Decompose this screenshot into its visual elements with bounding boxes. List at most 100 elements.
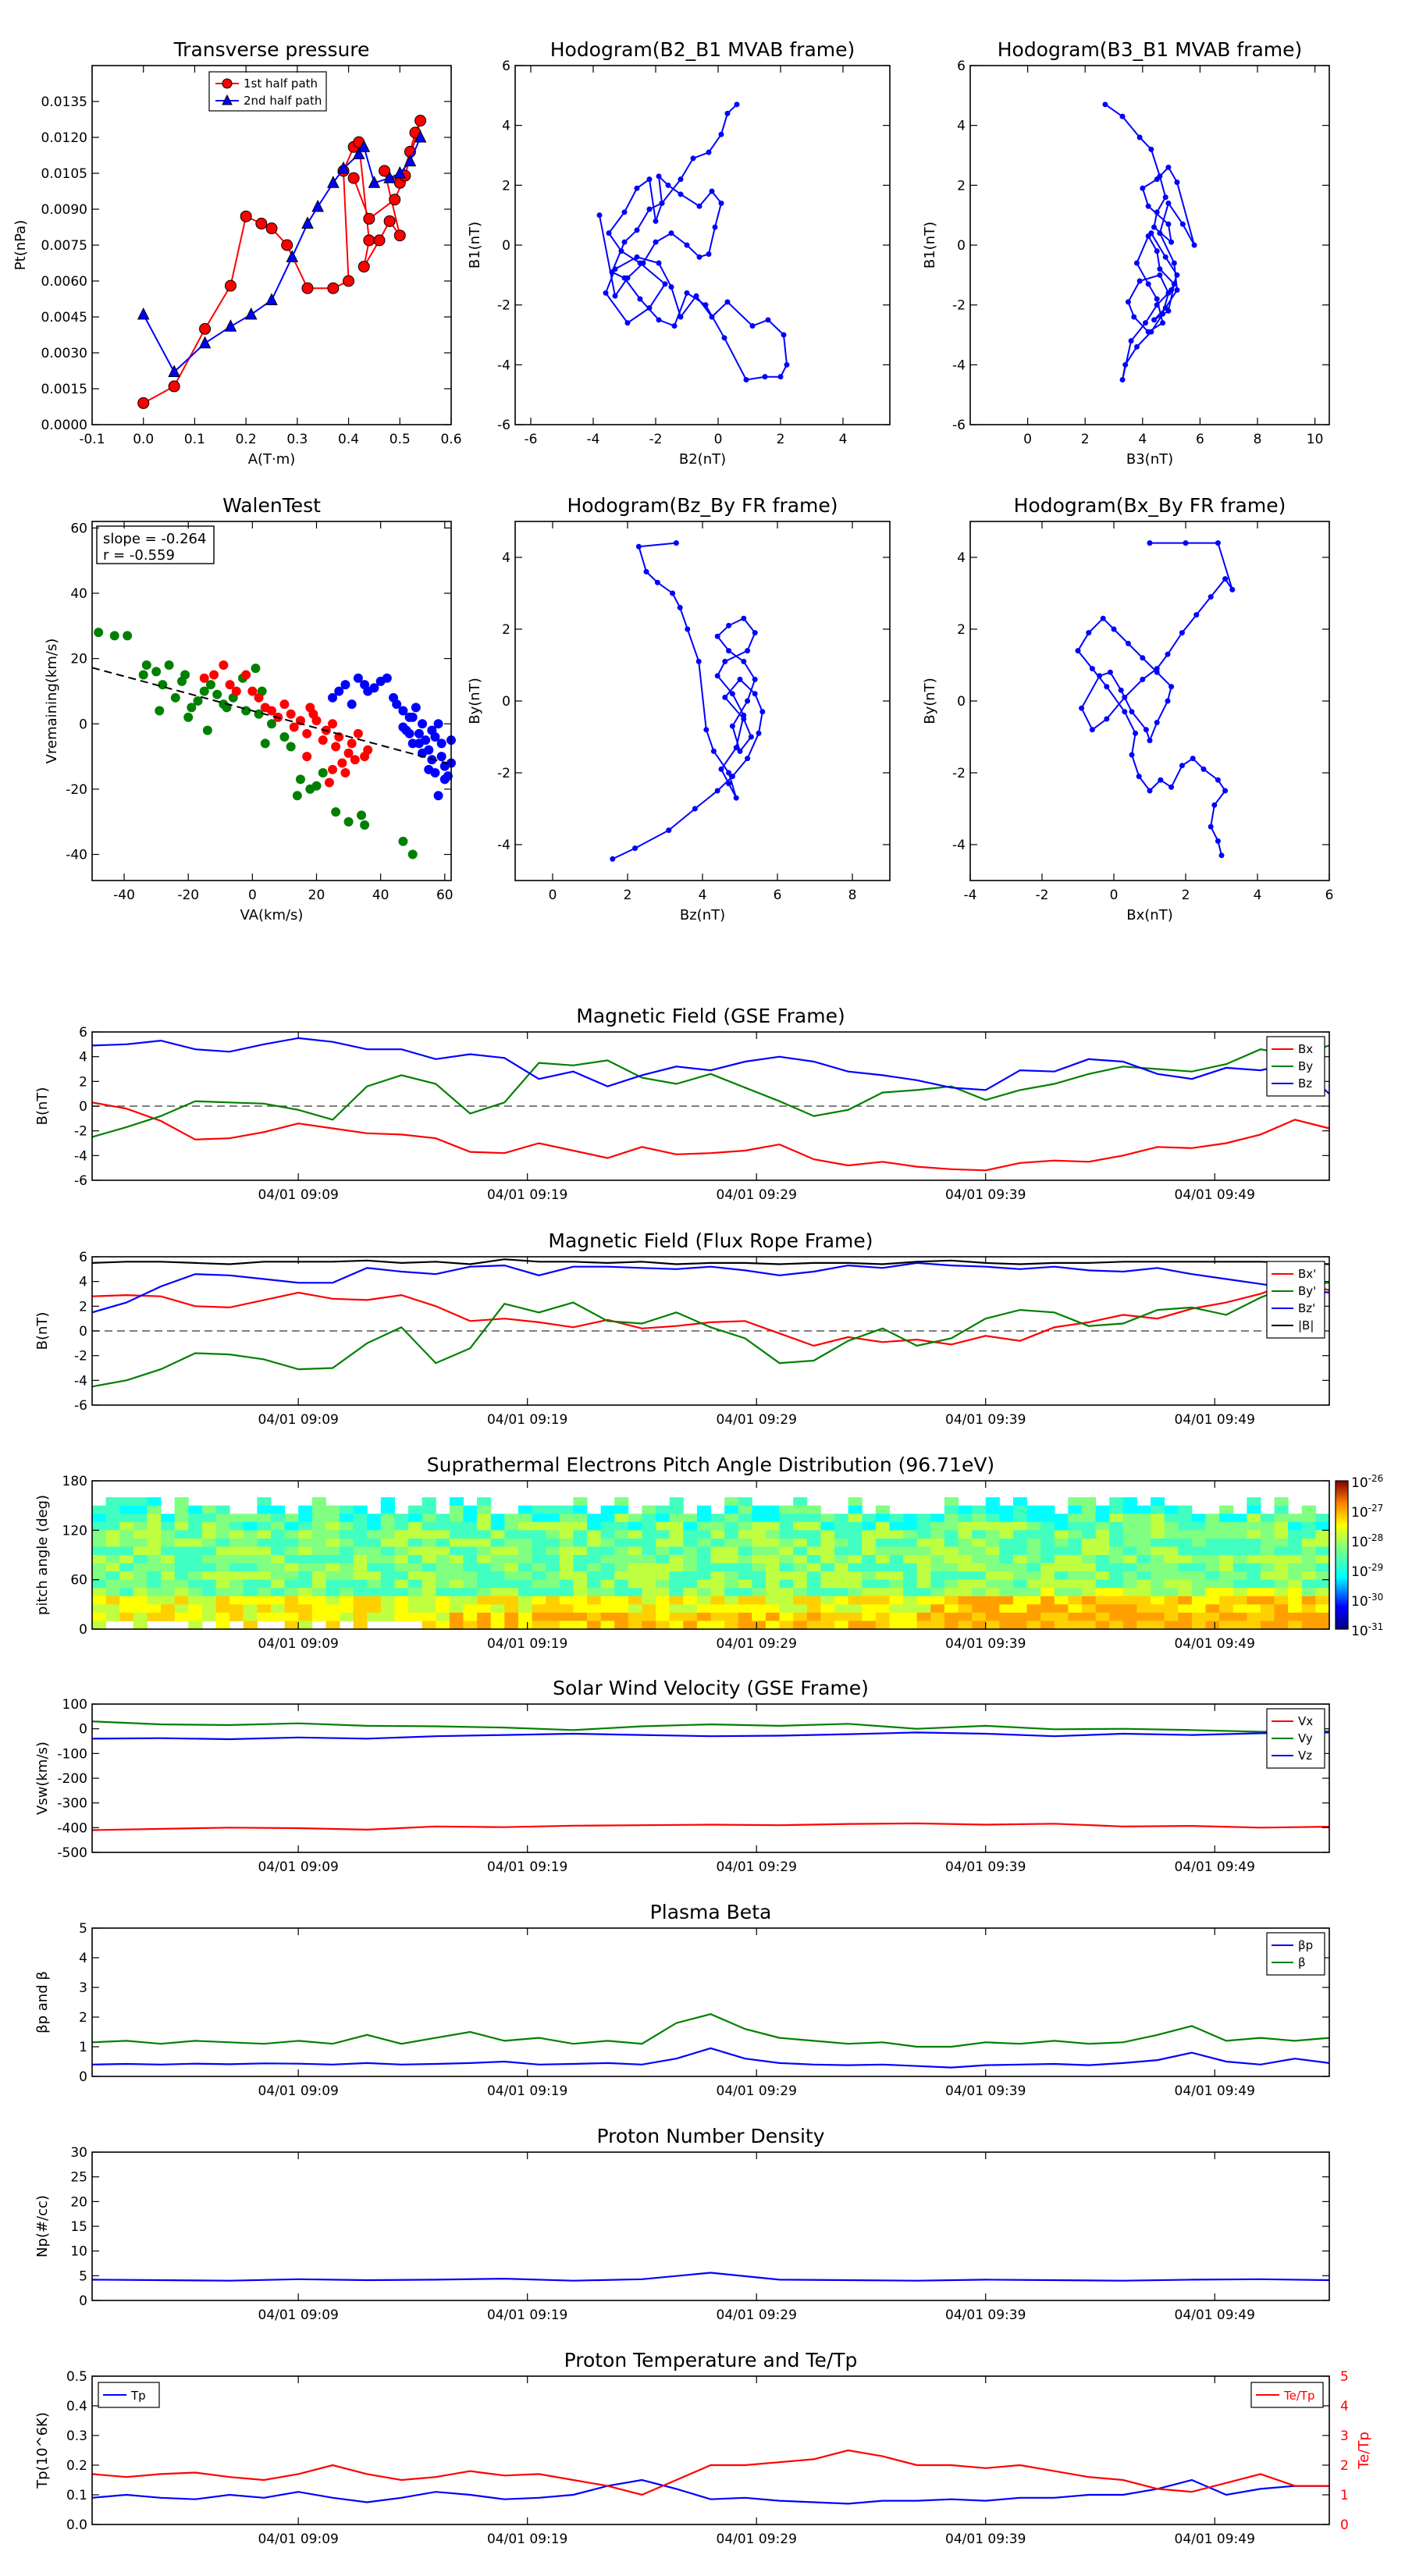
heatmap-cell <box>367 1604 382 1614</box>
heatmap-cell <box>92 1571 107 1581</box>
heatmap-cell <box>436 1546 450 1556</box>
heatmap-cell <box>133 1596 148 1605</box>
heatmap-cell <box>628 1538 642 1547</box>
heatmap-cell <box>696 1514 711 1523</box>
heatmap-cell <box>1232 1588 1247 1597</box>
heatmap-cell <box>656 1596 670 1605</box>
heatmap-cell <box>765 1596 781 1605</box>
heatmap-cell <box>1205 1546 1220 1556</box>
heatmap-cell <box>422 1546 436 1556</box>
heatmap-cell <box>270 1596 286 1605</box>
heatmap-cell <box>119 1505 134 1514</box>
heatmap-cell <box>765 1604 781 1614</box>
heatmap-cell <box>930 1588 945 1597</box>
heatmap-cell <box>738 1579 752 1589</box>
heatmap-cell <box>614 1555 629 1564</box>
y-tick-label: 0 <box>79 1324 87 1340</box>
y-tick-label: 6 <box>957 59 966 74</box>
legend-label: Vz <box>1298 1749 1312 1763</box>
heatmap-cell <box>916 1546 931 1556</box>
heatmap-cell <box>408 1521 423 1531</box>
time-tick-label: 04/01 09:09 <box>258 1636 338 1652</box>
heatmap-cell <box>119 1521 134 1531</box>
data-point <box>1157 230 1163 237</box>
heatmap-cell <box>284 1571 299 1581</box>
data-point <box>696 203 702 209</box>
heatmap-cell <box>834 1538 849 1547</box>
heatmap-cell <box>1054 1571 1069 1581</box>
heatmap-cell <box>174 1497 189 1507</box>
data-point <box>1215 540 1221 546</box>
scatter-point <box>109 631 119 641</box>
heatmap-cell <box>958 1555 973 1564</box>
heatmap-cell <box>1082 1521 1097 1531</box>
heatmap-cell <box>1315 1538 1330 1547</box>
heatmap-cell <box>1260 1604 1275 1614</box>
fit-line <box>91 667 452 765</box>
heatmap-cell <box>243 1596 258 1605</box>
heatmap-cell <box>504 1530 519 1539</box>
heatmap-cell <box>105 1521 120 1531</box>
heatmap-cell <box>958 1604 973 1614</box>
heatmap-cell <box>1109 1612 1124 1621</box>
heatmap-cell <box>820 1612 835 1621</box>
scatter-point <box>414 728 424 738</box>
heatmap-cell <box>834 1612 849 1621</box>
heatmap-cell <box>147 1521 162 1531</box>
scatter-point <box>311 781 322 791</box>
heatmap-cell <box>999 1612 1014 1621</box>
heatmap-cell <box>600 1530 615 1539</box>
heatmap-cell <box>105 1546 120 1556</box>
heatmap-cell <box>573 1514 588 1523</box>
heatmap-cell <box>958 1505 973 1514</box>
heatmap-cell <box>477 1521 492 1531</box>
heatmap-cell <box>559 1588 574 1597</box>
scatter-point <box>241 670 251 680</box>
heatmap-cell <box>105 1579 120 1589</box>
heatmap-cell <box>1178 1579 1193 1589</box>
heatmap-cell <box>779 1563 794 1572</box>
heatmap-cell <box>903 1530 918 1539</box>
heatmap-cell <box>793 1571 808 1581</box>
heatmap-cell <box>614 1579 629 1589</box>
heatmap-cell <box>1178 1505 1193 1514</box>
heatmap-cell <box>752 1514 767 1523</box>
heatmap-cell <box>696 1579 711 1589</box>
scatter-point <box>193 696 203 706</box>
heatmap-cell <box>972 1555 987 1564</box>
heatmap-cell <box>1191 1538 1206 1547</box>
heatmap-cell <box>793 1546 808 1556</box>
heatmap-cell <box>1288 1514 1303 1523</box>
heatmap-cell <box>477 1579 492 1589</box>
data-point <box>1119 113 1126 119</box>
scatter-point <box>328 719 338 729</box>
heatmap-cell <box>174 1571 189 1581</box>
heatmap-cell <box>1205 1571 1220 1581</box>
heatmap-cell <box>311 1514 326 1523</box>
heatmap-cell <box>92 1555 107 1564</box>
heatmap-cell <box>1315 1588 1330 1597</box>
y-tick-label: 0.0135 <box>41 94 87 110</box>
heatmap-cell <box>340 1588 354 1597</box>
heatmap-cell <box>806 1555 821 1564</box>
heatmap-cell <box>1301 1571 1316 1581</box>
heatmap-cell <box>174 1588 189 1597</box>
annotation-r: r = -0.559 <box>103 547 175 564</box>
heatmap-cell <box>1095 1505 1110 1514</box>
heatmap-cell <box>367 1579 382 1589</box>
heatmap-cell <box>353 1588 368 1597</box>
time-tick-label: 04/01 09:39 <box>945 1636 1026 1652</box>
scatter-point <box>343 817 354 827</box>
plot-frame <box>969 65 1330 425</box>
heatmap-cell <box>1178 1612 1193 1621</box>
x-axis-label: Bx(nT) <box>1126 907 1172 923</box>
heatmap-cell <box>1095 1612 1110 1621</box>
data-point <box>1165 698 1171 704</box>
heatmap-cell <box>1082 1579 1097 1589</box>
heatmap-cell <box>669 1530 684 1539</box>
heatmap-cell <box>1274 1596 1289 1605</box>
y-tick-label: 40 <box>70 586 87 602</box>
heatmap-cell <box>1026 1538 1041 1547</box>
data-point <box>1122 694 1128 700</box>
heatmap-cell <box>201 1596 216 1605</box>
